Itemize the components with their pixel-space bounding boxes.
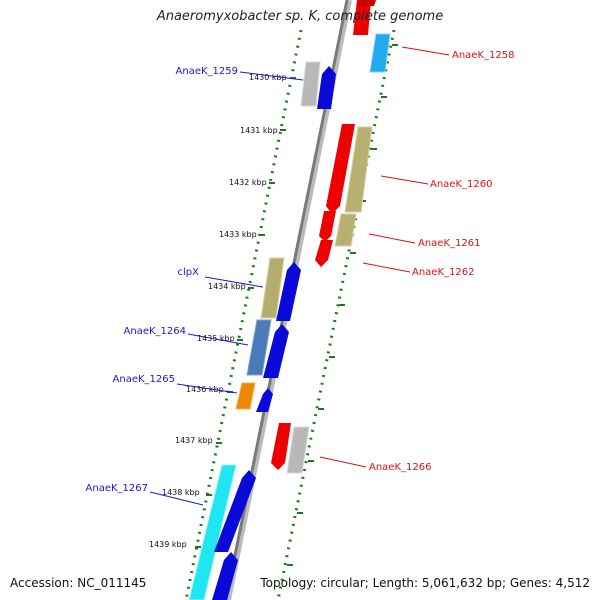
kbp-label: 1436 kbp (186, 385, 224, 394)
gene-anaek-1260[interactable] (326, 124, 355, 214)
gene-anaek-1259[interactable] (317, 66, 336, 109)
gene-clpx-homolog[interactable] (260, 257, 285, 319)
gene-anaek-1264[interactable] (263, 324, 289, 378)
kbp-label: 1434 kbp (208, 282, 246, 291)
kbp-label: 1437 kbp (175, 436, 213, 445)
gene-clpx[interactable] (276, 262, 301, 321)
gene-anaek-1266-homolog[interactable] (286, 426, 310, 474)
gene-label-anaek-1258[interactable]: AnaeK_1258 (452, 50, 514, 61)
gene-label-anaek-1259[interactable]: AnaeK_1259 (176, 66, 238, 77)
kbp-label: 1433 kbp (219, 230, 257, 239)
kbp-tick-labels: 1430 kbp 1431 kbp 1432 kbp 1433 kbp 1434… (149, 73, 287, 549)
gene-anaek-1259-homolog[interactable] (300, 61, 321, 107)
genome-summary-text: Topology: circular; Length: 5,061,632 bp… (260, 576, 590, 590)
kbp-label: 1431 kbp (240, 126, 278, 135)
kbp-label: 1430 kbp (249, 73, 287, 82)
gene-label-anaek-1267[interactable]: AnaeK_1267 (86, 483, 148, 494)
kbp-label: 1439 kbp (149, 540, 187, 549)
right-major-ticks (287, 44, 398, 566)
kbp-label: 1435 kbp (197, 334, 235, 343)
gene-anaek-1260-homolog[interactable] (344, 126, 373, 213)
gene-anaek-1266[interactable] (271, 423, 291, 470)
gene-label-anaek-1261[interactable]: AnaeK_1261 (418, 238, 480, 249)
gene-anaek-1264-homolog[interactable] (246, 319, 272, 376)
left-major-ticks (195, 77, 296, 548)
gene-anaek-1261[interactable] (319, 211, 336, 242)
gene-anaek-1268[interactable] (212, 552, 238, 600)
left-tick-rail (184, 29, 303, 600)
gene-anaek-1258-red[interactable] (353, 0, 371, 35)
right-tick-rail (276, 29, 396, 600)
gene-labels: AnaeK_1259 clpX AnaeK_1264 AnaeK_1265 An… (86, 50, 515, 494)
gene-anaek-1265-homolog[interactable] (235, 382, 256, 410)
gene-anaek-1265[interactable] (256, 388, 273, 412)
map-title: Anaeromyxobacter sp. K, complete genome (156, 9, 444, 24)
kbp-label: 1438 kbp (162, 488, 200, 497)
gene-label-anaek-1262[interactable]: AnaeK_1262 (412, 267, 474, 278)
gene-label-anaek-1266[interactable]: AnaeK_1266 (369, 462, 431, 473)
gene-anaek-1262[interactable] (315, 240, 333, 267)
gene-label-anaek-1264[interactable]: AnaeK_1264 (124, 326, 186, 337)
leader-lines (149, 46, 450, 506)
gene-anaek-1267[interactable] (214, 470, 256, 552)
gene-anaek-1258[interactable] (369, 33, 391, 73)
gene-anaek-1258-cap[interactable] (358, 0, 376, 6)
gene-label-anaek-1260[interactable]: AnaeK_1260 (430, 179, 492, 190)
gene-label-clpx[interactable]: clpX (178, 267, 200, 278)
accession-text: Accession: NC_011145 (10, 576, 147, 590)
gene-label-anaek-1265[interactable]: AnaeK_1265 (113, 374, 175, 385)
gene-anaek-1261-homolog[interactable] (334, 213, 357, 247)
gene-anaek-1267-homolog[interactable] (188, 464, 237, 600)
kbp-label: 1432 kbp (229, 178, 267, 187)
